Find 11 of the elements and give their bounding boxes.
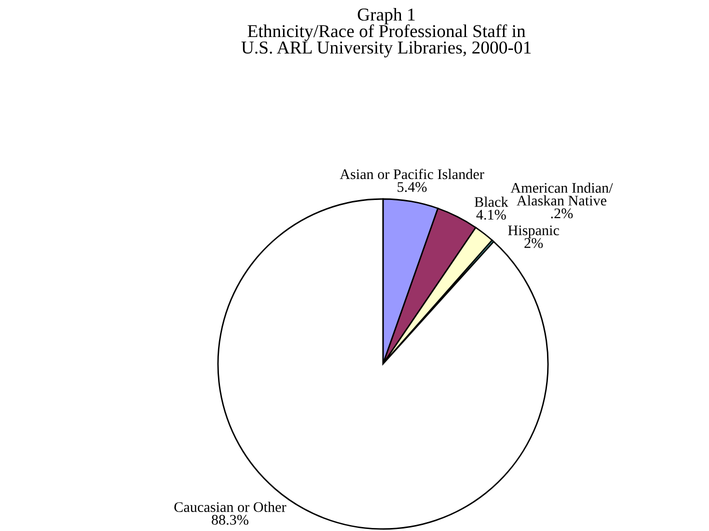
- chart-title: Graph 1 Ethnicity/Race of Professional Staff in U.S. ARL University Libraries, 2000-01: [241, 8, 531, 58]
- slice-label: Caucasian or Other: [174, 502, 286, 512]
- data-label: 4.1%: [476, 210, 506, 220]
- slice-label: Hispanic: [508, 225, 560, 238]
- slice-label: Asian or Pacific Islander: [340, 168, 484, 180]
- data-label: 2%: [524, 238, 543, 248]
- data-label: .2%: [551, 208, 573, 218]
- data-label: 5.4%: [398, 182, 427, 192]
- slice-label: Black: [474, 196, 508, 207]
- data-label: 88.3%: [212, 514, 248, 525]
- slice-label: American Indian/ Alaskan Native: [510, 182, 613, 206]
